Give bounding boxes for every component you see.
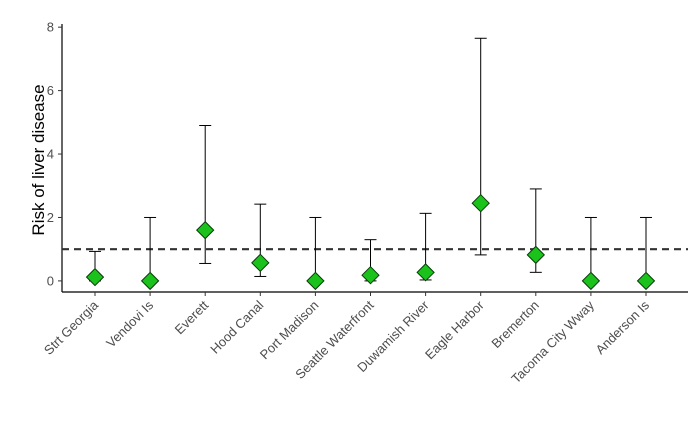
- x-tick-label: Hood Canal: [207, 297, 266, 356]
- data-points: [85, 193, 656, 291]
- x-tick-label: Anderson Is: [592, 297, 652, 357]
- y-ticks: 0 2 4 6 8: [47, 20, 62, 288]
- data-point: [416, 263, 435, 282]
- x-tick-label: Everett: [172, 297, 212, 337]
- axes: [61, 24, 688, 293]
- y-tick-label: 0: [47, 273, 54, 288]
- data-point: [526, 245, 546, 265]
- y-axis-title: Risk of liver disease: [29, 84, 48, 235]
- data-point: [636, 271, 656, 291]
- error-bars: [89, 37, 652, 282]
- data-point: [140, 271, 160, 291]
- y-tick-label: 8: [47, 20, 54, 35]
- data-point: [195, 220, 215, 240]
- data-point: [251, 253, 270, 273]
- data-point: [581, 271, 601, 291]
- data-point: [85, 267, 105, 287]
- data-point: [361, 265, 380, 285]
- y-tick-label: 4: [47, 147, 54, 162]
- x-tick-label: Bremerton: [488, 298, 542, 352]
- x-tick-label: Strt Georgia: [41, 297, 102, 358]
- y-tick-label: 6: [47, 83, 54, 98]
- y-tick-label: 2: [47, 210, 54, 225]
- data-point: [306, 271, 325, 291]
- x-tick-label: Vendovi Is: [103, 297, 156, 350]
- data-point: [471, 193, 490, 213]
- x-tick-label: Eagle Harbor: [422, 297, 487, 362]
